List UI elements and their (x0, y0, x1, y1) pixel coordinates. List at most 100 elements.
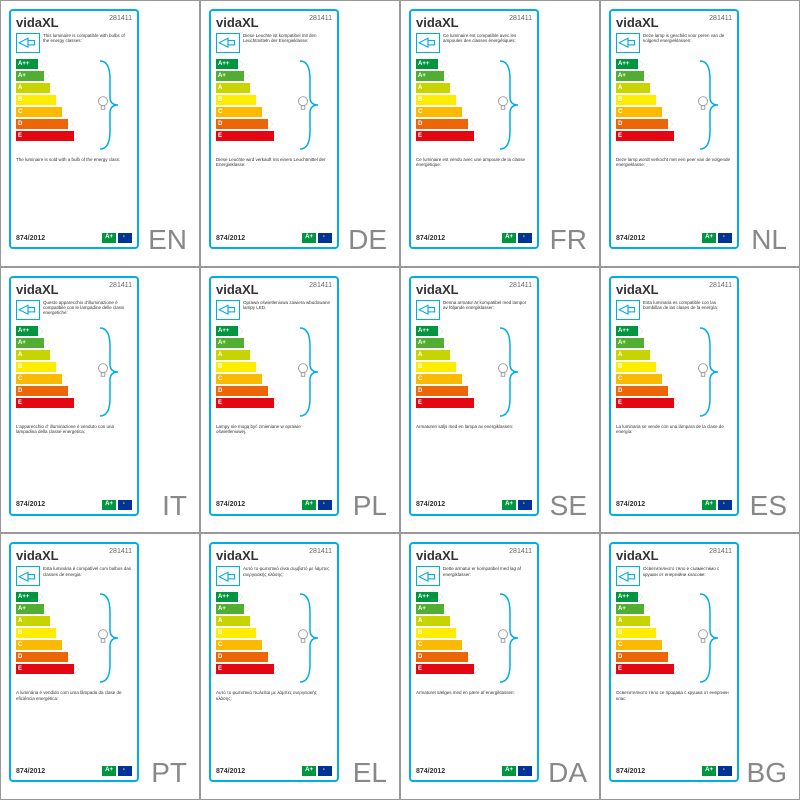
class-badge: A+ (502, 766, 516, 776)
lamp-icon (416, 300, 440, 320)
lamp-icon (216, 566, 240, 586)
language-code: SE (550, 490, 587, 522)
energy-label-cell: vidaXL281411Esta luminaria es compatible… (600, 267, 800, 534)
regulation-text: 874/2012 (416, 235, 445, 242)
energy-scale: A++A+ABCDE (616, 592, 732, 684)
language-code: IT (162, 490, 187, 522)
energy-card: vidaXL281411Oprawa oświetleniowa zawiera… (209, 276, 339, 516)
eu-flag-icon (718, 500, 732, 510)
energy-card: vidaXL281411Ce luminaire est compatible … (409, 9, 539, 249)
bulb-icon (94, 627, 112, 645)
eu-flag-icon (118, 500, 132, 510)
bulb-icon (94, 94, 112, 112)
regulation-text: 874/2012 (416, 768, 445, 775)
eu-flag-icon (318, 766, 332, 776)
energy-scale: A++A+ABCDE (416, 592, 532, 684)
energy-label-cell: vidaXL281411Questo apparecchio d'illumin… (0, 267, 200, 534)
bulb-icon (694, 361, 712, 379)
sold-text: Осветителното тяло се продава с крушка о… (616, 690, 732, 704)
energy-label-cell: vidaXL281411Αυτό το φωτιστικό είναι συμβ… (200, 533, 400, 800)
sold-text: A luminária é vendido com uma lâmpada da… (16, 690, 132, 704)
energy-scale: A++A+ABCDE (616, 326, 732, 418)
compat-text: Ce luminaire est compatible avec les amp… (443, 33, 532, 44)
compat-text: Осветителното тяло е съвместимо с крушки… (643, 566, 732, 577)
regulation-text: 874/2012 (216, 768, 245, 775)
language-code: PT (151, 757, 187, 789)
sold-text: Armaturet sælges med en pære af energikl… (416, 690, 532, 704)
lamp-icon (616, 33, 640, 53)
energy-card: vidaXL281411Questo apparecchio d'illumin… (9, 276, 139, 516)
eu-flag-icon (518, 766, 532, 776)
eu-flag-icon (118, 233, 132, 243)
compat-text: Deze lamp is geschikt voor peren van de … (643, 33, 732, 44)
compat-text: Questo apparecchio d'illuminazione è com… (43, 300, 132, 316)
energy-card: vidaXL281411Осветителното тяло е съвмест… (609, 542, 739, 782)
lamp-icon (16, 33, 40, 53)
language-code: DE (348, 224, 387, 256)
lamp-icon (216, 33, 240, 53)
energy-scale: A++A+ABCDE (216, 592, 332, 684)
energy-label-cell: vidaXL281411Denna armatur är kompatibel … (400, 267, 600, 534)
sold-text: Ce luminaire est vendu avec une ampoule … (416, 157, 532, 171)
eu-flag-icon (718, 233, 732, 243)
energy-scale: A++A+ABCDE (416, 59, 532, 151)
bulb-icon (494, 627, 512, 645)
product-number: 281411 (109, 548, 132, 555)
energy-card: vidaXL281411Denna armatur är kompatibel … (409, 276, 539, 516)
sold-text: Lampy nie mogą być zmieniane w oprawie o… (216, 424, 332, 438)
energy-card: vidaXL281411Αυτό το φωτιστικό είναι συμβ… (209, 542, 339, 782)
lamp-icon (616, 566, 640, 586)
language-code: FR (550, 224, 587, 256)
class-badge: A+ (702, 500, 716, 510)
sold-text: Armaturen säljs med en lampa av energikl… (416, 424, 532, 438)
regulation-text: 874/2012 (16, 768, 45, 775)
product-number: 281411 (509, 548, 532, 555)
regulation-text: 874/2012 (216, 501, 245, 508)
energy-label-cell: vidaXL281411This luminaire is compatible… (0, 0, 200, 267)
product-number: 281411 (109, 282, 132, 289)
lamp-icon (16, 300, 40, 320)
class-badge: A+ (702, 766, 716, 776)
energy-card: vidaXL281411Deze lamp is geschikt voor p… (609, 9, 739, 249)
energy-scale: A++A+ABCDE (16, 592, 132, 684)
sold-text: L'apparecchio d' illuminazione è venduto… (16, 424, 132, 438)
class-badge: A+ (502, 500, 516, 510)
regulation-text: 874/2012 (16, 501, 45, 508)
energy-label-cell: vidaXL281411Oprawa oświetleniowa zawiera… (200, 267, 400, 534)
energy-card: vidaXL281411Diese Leuchte ist kompatibel… (209, 9, 339, 249)
regulation-text: 874/2012 (416, 501, 445, 508)
compat-text: Diese Leuchte ist kompatibel mit den Leu… (243, 33, 332, 44)
compat-text: Esta luminária é compatível com bulbos d… (43, 566, 132, 577)
energy-card: vidaXL281411This luminaire is compatible… (9, 9, 139, 249)
class-badge: A+ (302, 500, 316, 510)
compat-text: Αυτό το φωτιστικό είναι συμβατό με λάμπε… (243, 566, 332, 577)
energy-scale: A++A+ABCDE (16, 59, 132, 151)
product-number: 281411 (709, 548, 732, 555)
class-badge: A+ (102, 766, 116, 776)
compat-text: Dette armatur er kompatibel med lag af e… (443, 566, 532, 577)
bulb-icon (494, 361, 512, 379)
compat-text: This luminaire is compatible with bulbs … (43, 33, 132, 44)
sold-text: Diese Leuchte wird verkauft mit einem Le… (216, 157, 332, 171)
language-code: DA (548, 757, 587, 789)
language-code: BG (747, 757, 787, 789)
bulb-icon (294, 94, 312, 112)
product-number: 281411 (109, 15, 132, 22)
regulation-text: 874/2012 (216, 235, 245, 242)
energy-label-cell: vidaXL281411Esta luminária é compatível … (0, 533, 200, 800)
class-badge: A+ (702, 233, 716, 243)
energy-scale: A++A+ABCDE (416, 326, 532, 418)
product-number: 281411 (709, 15, 732, 22)
product-number: 281411 (309, 548, 332, 555)
language-code: NL (751, 224, 787, 256)
regulation-text: 874/2012 (616, 235, 645, 242)
bulb-icon (694, 627, 712, 645)
energy-scale: A++A+ABCDE (216, 59, 332, 151)
energy-scale: A++A+ABCDE (616, 59, 732, 151)
eu-flag-icon (518, 233, 532, 243)
class-badge: A+ (102, 233, 116, 243)
energy-label-cell: vidaXL281411Deze lamp is geschikt voor p… (600, 0, 800, 267)
sold-text: The luminaire is sold with a bulb of the… (16, 157, 132, 171)
energy-label-cell: vidaXL281411Ce luminaire est compatible … (400, 0, 600, 267)
lamp-icon (216, 300, 240, 320)
